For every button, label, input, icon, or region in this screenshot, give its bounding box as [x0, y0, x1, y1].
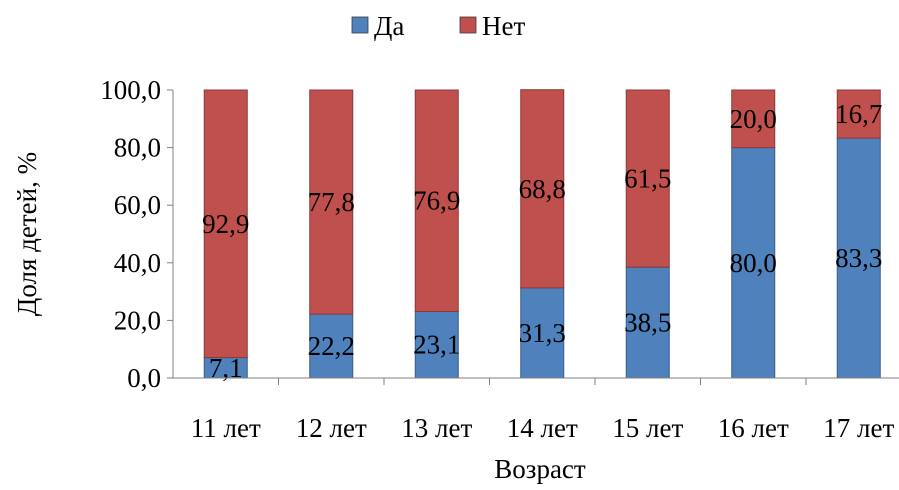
y-axis: 0,0 20,0 40,0 60,0 80,0 100,0 [100, 75, 173, 393]
x-axis: 11 лет 12 лет 13 лет 14 лет 15 лет 16 лет 17 л… [173, 378, 899, 443]
y-tick-label: 80,0 [114, 133, 161, 163]
legend-swatch-yes [352, 17, 368, 33]
y-tick-label: 20,0 [114, 305, 161, 335]
data-label-yes-17: 83,3 [835, 243, 882, 273]
legend-label-no: Нет [482, 11, 525, 41]
x-tick-label: 17 лет [823, 413, 894, 443]
data-label-no-14: 68,8 [519, 174, 566, 204]
y-tick-label: 0,0 [127, 363, 161, 393]
data-label-no-15: 61,5 [624, 164, 671, 194]
x-axis-title: Возраст [494, 454, 586, 484]
data-label-yes-12: 22,2 [308, 331, 355, 361]
legend-swatch-no [460, 17, 476, 33]
data-label-yes-13: 23,1 [413, 330, 460, 360]
y-tick-label: 60,0 [114, 190, 161, 220]
data-label-no-16: 20,0 [730, 104, 777, 134]
data-label-no-12: 77,8 [308, 187, 355, 217]
x-tick-label: 14 лет [507, 413, 578, 443]
x-tick-label: 15 лет [612, 413, 683, 443]
y-tick-label: 100,0 [100, 75, 161, 105]
data-label-yes-16: 80,0 [730, 248, 777, 278]
x-tick-label: 16 лет [718, 413, 789, 443]
data-label-yes-15: 38,5 [624, 308, 671, 338]
y-tick-label: 40,0 [114, 248, 161, 278]
data-label-yes-14: 31,3 [519, 318, 566, 348]
data-label-no-11: 92,9 [202, 209, 249, 239]
data-label-no-13: 76,9 [413, 186, 460, 216]
data-label-no-17: 16,7 [835, 99, 882, 129]
chart-legend: Да Нет [352, 11, 525, 41]
y-axis-title: Доля детей, % [12, 152, 42, 316]
legend-label-yes: Да [374, 11, 404, 41]
x-tick-label: 11 лет [191, 413, 261, 443]
x-tick-label: 13 лет [401, 413, 472, 443]
x-tick-label: 12 лет [296, 413, 367, 443]
